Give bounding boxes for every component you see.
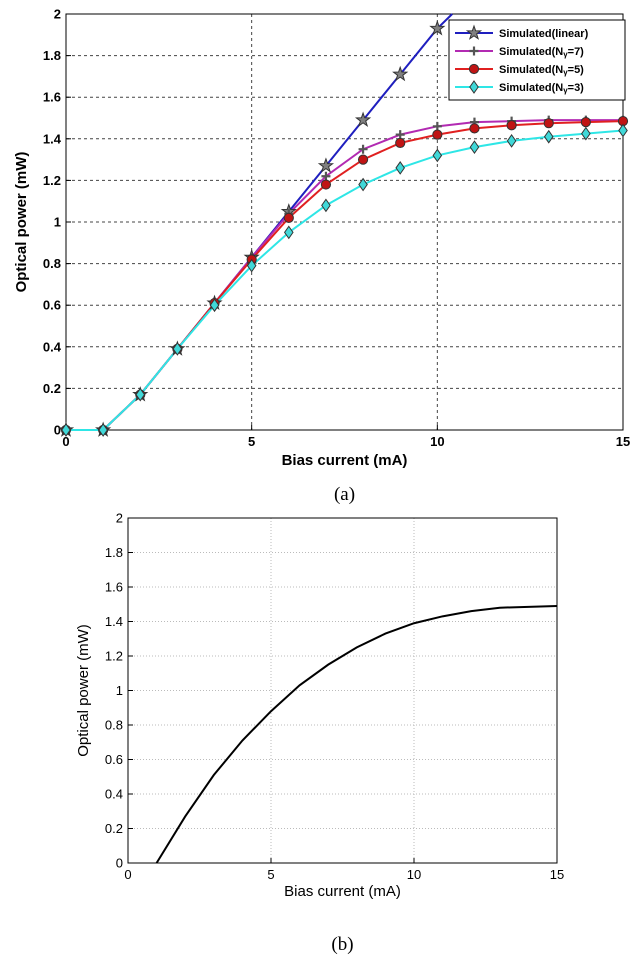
y-tick-label: 0.2 — [43, 381, 61, 396]
plot-area — [128, 518, 557, 863]
data-point — [209, 298, 220, 313]
data-point — [469, 140, 480, 154]
chart-a: 0 0.2 0.4 0.6 0.8 1 1.2 1.4 1.6 1.8 2 0 5 10 15 Bias cu… — [13, 7, 630, 506]
data-point — [321, 198, 331, 213]
legend-marker — [469, 80, 479, 94]
data-point — [469, 123, 480, 134]
data-point — [358, 177, 368, 192]
data-point — [358, 144, 368, 154]
y-tick-label: 0.4 — [43, 339, 62, 354]
data-point — [395, 137, 406, 149]
data-point — [61, 423, 71, 437]
y-tick-label: 1.2 — [105, 649, 123, 664]
series-4 — [66, 129, 623, 431]
legend-label: Simulated(Nγ=5) — [499, 64, 584, 77]
series-line — [155, 604, 557, 864]
data-point — [172, 342, 183, 356]
data-point — [283, 225, 294, 240]
series-line — [66, 129, 623, 431]
y-tick-label: 0.6 — [43, 298, 61, 313]
data-point — [581, 126, 591, 141]
y-tick-label: 0.6 — [105, 752, 123, 767]
y-tick-label: 1.8 — [105, 545, 123, 560]
data-point — [283, 212, 294, 223]
data-point — [432, 148, 443, 163]
data-point — [354, 111, 372, 127]
legend-label: Simulated(Nγ=7) — [499, 46, 584, 59]
legend-label: Simulated(linear) — [499, 28, 589, 40]
data-point — [506, 134, 517, 148]
y-tick-label: 0.8 — [43, 256, 61, 271]
y-axis-label: Optical power (mW) — [75, 624, 92, 757]
data-point — [395, 130, 405, 140]
data-point — [432, 129, 443, 140]
x-tick-label: 5 — [248, 434, 255, 449]
y-tick-label: 1.4 — [43, 131, 62, 146]
y-tick-label: 1 — [54, 215, 61, 230]
data-point — [432, 121, 442, 131]
chart-b: 0 0.2 0.4 0.6 0.8 1 1.2 1.4 1.6 1.8 2 0 5 10 15 Bias cu… — [75, 511, 564, 956]
legend-marker — [468, 63, 480, 75]
x-tick-label: 10 — [407, 867, 421, 882]
data-point — [320, 179, 332, 190]
y-tick-label: 1.2 — [43, 173, 61, 188]
y-axis-label: Optical power (mW) — [13, 152, 30, 293]
y-tick-label: 1.6 — [43, 90, 61, 105]
y-tick-label: 2 — [54, 7, 61, 22]
legend: Simulated(linear) Simulated(Nγ=7) Simulate… — [448, 19, 626, 101]
data-point — [543, 118, 554, 129]
y-tick-label: 1.6 — [105, 580, 123, 595]
x-axis-label: Bias current (mA) — [284, 883, 401, 900]
data-point — [580, 117, 591, 128]
x-tick-label: 15 — [616, 434, 630, 449]
data-point — [506, 120, 517, 131]
data-point — [98, 423, 108, 437]
data-point — [395, 161, 406, 175]
x-tick-label: 0 — [124, 867, 131, 882]
y-tick-label: 0.2 — [105, 821, 123, 836]
y-tick-label: 1 — [116, 683, 123, 698]
y-tick-label: 1.4 — [105, 614, 123, 629]
data-point — [317, 157, 335, 173]
data-point — [543, 129, 554, 144]
data-point — [246, 258, 257, 273]
x-tick-label: 5 — [267, 867, 274, 882]
x-axis-label: Bias current (mA) — [282, 452, 408, 469]
y-tick-label: 2 — [116, 511, 123, 526]
legend-marker — [469, 46, 479, 56]
x-tick-label: 15 — [550, 867, 564, 882]
y-tick-label: 0 — [54, 423, 61, 438]
y-tick-label: 1.8 — [43, 48, 61, 63]
data-point — [321, 171, 331, 181]
data-point — [618, 123, 628, 138]
figure-caption: (a) — [334, 484, 355, 505]
y-tick-label: 0.4 — [105, 787, 123, 802]
x-tick-label: 10 — [430, 434, 444, 449]
data-point — [429, 20, 446, 36]
data-point — [392, 65, 409, 82]
figure-caption: (b) — [331, 934, 353, 955]
data-point — [135, 387, 146, 402]
legend-label: Simulated(Nγ=3) — [499, 82, 584, 95]
data-point — [357, 154, 369, 165]
series-markers-4 — [61, 123, 628, 437]
y-tick-label: 0.8 — [105, 718, 123, 733]
x-tick-label: 0 — [62, 434, 69, 449]
y-tick-label: 0 — [116, 856, 123, 871]
series-1 — [155, 604, 557, 864]
legend-marker — [465, 24, 483, 40]
